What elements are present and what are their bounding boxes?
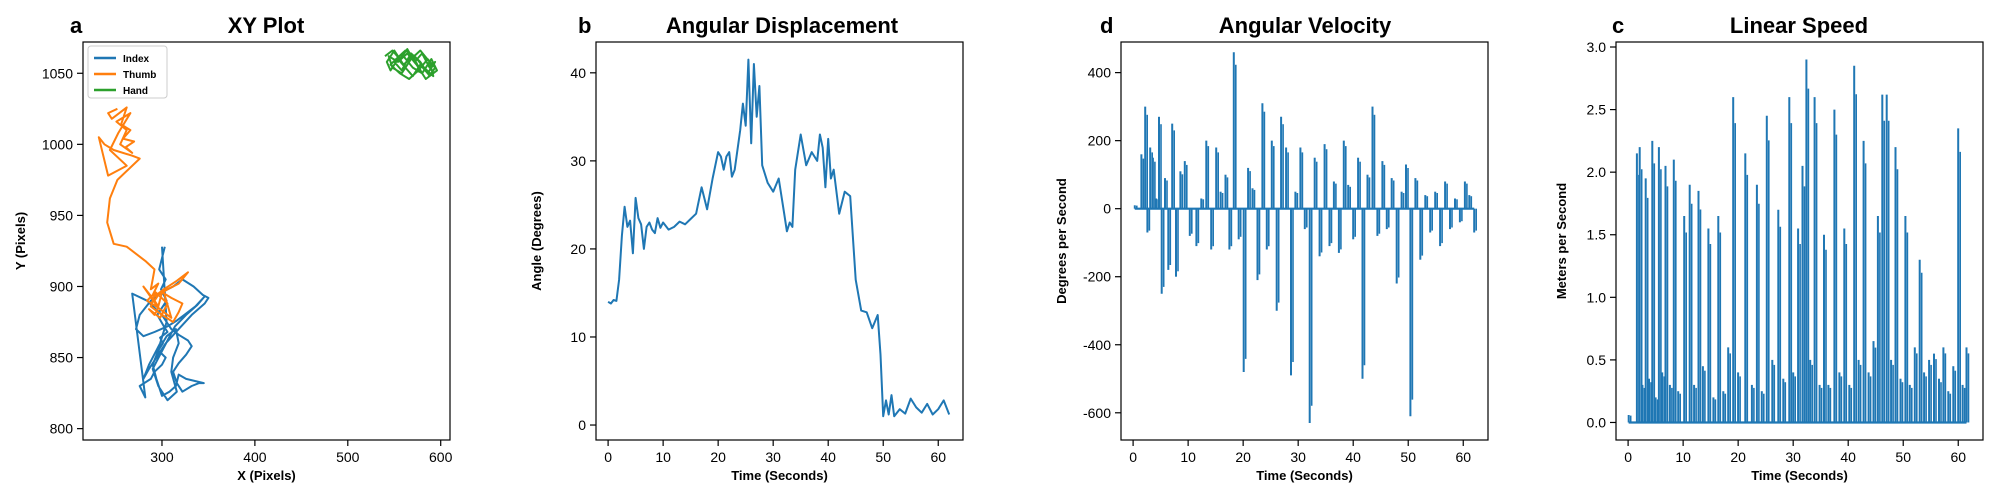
- x-tick-label: 40: [820, 449, 836, 465]
- y-tick-label: 2.0: [1587, 164, 1607, 180]
- panel-xy: a XY Plot 300 400 500 600 800 850 900 950 1000 1050…: [13, 13, 453, 483]
- chart-title: XY Plot: [228, 13, 305, 38]
- x-tick-label: 0: [604, 449, 612, 465]
- x-tick-label: 50: [1895, 449, 1911, 465]
- chart-title: Angular Velocity: [1219, 13, 1392, 38]
- x-tick-label: 0: [1129, 449, 1137, 465]
- legend-entry: Index: [123, 54, 150, 65]
- series-line-index: [131, 246, 210, 402]
- y-tick-label: 1.5: [1587, 227, 1607, 243]
- y-tick-label: 400: [1088, 65, 1112, 81]
- x-tick-label: 20: [1235, 449, 1251, 465]
- y-axis-label: Angle (Degrees): [529, 191, 544, 291]
- x-tick-label: 20: [1730, 449, 1746, 465]
- x-tick-label: 30: [1785, 449, 1801, 465]
- x-tick-label: 50: [1400, 449, 1416, 465]
- plot-area: [607, 58, 951, 418]
- y-tick-label: 0.0: [1587, 414, 1607, 430]
- series-line-1: [607, 58, 951, 418]
- x-tick-label: 60: [1950, 449, 1966, 465]
- y-tick-label: 1.0: [1587, 289, 1607, 305]
- chart-title: Angular Displacement: [666, 13, 899, 38]
- x-tick-label: 30: [765, 449, 781, 465]
- x-tick-label: 10: [1180, 449, 1196, 465]
- y-axis-label: Degrees per Second: [1054, 178, 1069, 304]
- axes-frame: [82, 41, 451, 441]
- x-axis-label: Time (Seconds): [1751, 468, 1848, 483]
- x-tick-label: 10: [1675, 449, 1691, 465]
- panel-label: b: [578, 13, 591, 38]
- legend-entry: Hand: [123, 86, 148, 97]
- x-axis-label: Time (Seconds): [1256, 468, 1353, 483]
- plot-area: [1133, 52, 1477, 423]
- y-tick-label: 950: [50, 207, 74, 223]
- series-line-thumb: [97, 106, 189, 323]
- axes-frame: [1120, 41, 1489, 441]
- series-line-hand: [384, 48, 438, 80]
- x-tick-label: 10: [655, 449, 671, 465]
- y-tick-label: -600: [1083, 405, 1111, 421]
- x-tick-label: 600: [429, 449, 453, 465]
- chart-title: Linear Speed: [1730, 13, 1868, 38]
- x-tick-label: 500: [336, 449, 360, 465]
- x-tick-label: 300: [150, 449, 174, 465]
- panel-angdisp: b Angular Displacement 0 10 20 30 40 50 60 0 10 20 3…: [529, 13, 964, 483]
- y-tick-label: 0: [1103, 201, 1111, 217]
- y-tick-label: 0.5: [1587, 352, 1607, 368]
- axes-frame: [1615, 41, 1984, 441]
- x-tick-label: 0: [1624, 449, 1632, 465]
- panel-label: d: [1100, 13, 1113, 38]
- x-tick-label: 60: [930, 449, 946, 465]
- legend: Index Thumb Hand: [87, 45, 168, 99]
- y-axis-label: Meters per Second: [1554, 183, 1569, 299]
- x-tick-label: 400: [243, 449, 267, 465]
- plot-area: [1627, 59, 1970, 424]
- x-tick-label: 30: [1290, 449, 1306, 465]
- x-axis-label: Time (Seconds): [731, 468, 828, 483]
- y-tick-label: 2.5: [1587, 102, 1607, 118]
- y-axis-label: Y (Pixels): [13, 212, 28, 270]
- y-tick-label: 900: [50, 278, 74, 294]
- y-tick-label: 850: [50, 350, 74, 366]
- panel-linspeed: c Linear Speed 0 10 20 30 40 50 60 0.0 0.5 1.0 1.5 2.…: [1554, 13, 1984, 483]
- y-tick-label: 200: [1088, 133, 1112, 149]
- y-tick-label: 30: [570, 153, 586, 169]
- y-tick-label: 20: [570, 241, 586, 257]
- y-tick-label: 0: [578, 417, 586, 433]
- y-tick-label: 40: [570, 65, 586, 81]
- y-tick-label: 10: [570, 329, 586, 345]
- panel-label: a: [70, 13, 83, 38]
- y-tick-label: 1050: [42, 65, 73, 81]
- x-tick-label: 50: [875, 449, 891, 465]
- panel-angvel: d Angular Velocity 0 10 20 30 40 50 60 -600 -400 -2…: [1054, 13, 1489, 483]
- y-tick-label: -200: [1083, 269, 1111, 285]
- y-tick-label: 3.0: [1587, 39, 1607, 55]
- x-tick-label: 20: [710, 449, 726, 465]
- x-tick-label: 60: [1455, 449, 1471, 465]
- plot-area: [97, 48, 438, 402]
- x-axis-label: X (Pixels): [237, 468, 296, 483]
- x-tick-label: 40: [1345, 449, 1361, 465]
- x-tick-label: 40: [1840, 449, 1856, 465]
- legend-entry: Thumb: [123, 70, 156, 81]
- y-tick-label: -400: [1083, 337, 1111, 353]
- panel-label: c: [1612, 13, 1624, 38]
- y-tick-label: 1000: [42, 136, 73, 152]
- axes-frame: [595, 41, 964, 441]
- y-tick-label: 800: [50, 421, 74, 437]
